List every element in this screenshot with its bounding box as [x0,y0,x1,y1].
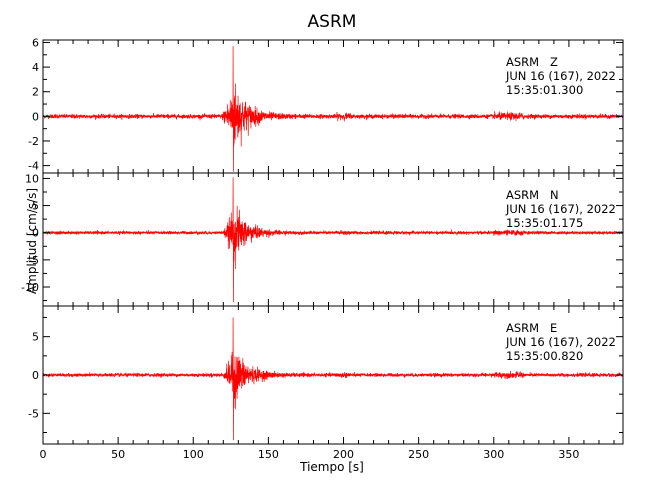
panel-2-date: JUN 16 (167), 2022 [505,202,616,216]
chart-title: ASRM [308,12,357,32]
y-tick-label: 0 [32,110,39,123]
x-tick-label: 250 [408,448,429,461]
trace-2 [43,177,623,303]
y-tick-label: 2 [32,86,39,99]
y-axis-label: Amplitud [cm/s/s] [25,188,39,294]
x-axis: 0 50 100 150 200 250 300 350 [40,448,580,461]
y-tick-label: 5 [32,200,39,213]
x-tick-label: 0 [40,448,47,461]
x-tick-label: 100 [183,448,204,461]
panel-3-time: 15:35:00.820 [506,349,583,363]
x-tick-label: 300 [483,448,504,461]
y-tick-label: -5 [28,407,39,420]
y-tick-label: -5 [28,254,39,267]
y-tick-label: 0 [32,227,39,240]
x-tick-label: 150 [258,448,279,461]
y-tick-label: 10 [25,172,39,185]
panel-2-time: 15:35:01.175 [506,216,583,230]
y-tick-label: 4 [32,61,39,74]
y-tick-label: 0 [32,369,39,382]
panel-2-component: ASRM N [506,188,559,202]
panel-1-time: 15:35:01.300 [506,83,583,97]
x-tick-label: 200 [333,448,354,461]
trace-1 [43,46,623,172]
y-tick-label: 6 [32,36,39,49]
x-tick-label: 350 [558,448,579,461]
y-tick-label: -10 [21,281,39,294]
trace-3 [43,317,623,441]
panel-3-component: ASRM E [506,321,557,335]
y-tick-label: -4 [28,160,39,173]
panel-1-date: JUN 16 (167), 2022 [505,69,616,83]
x-tick-label: 50 [111,448,125,461]
x-axis-label: Tiempo [s] [299,460,364,474]
y-tick-label: 5 [32,331,39,344]
panel-3-date: JUN 16 (167), 2022 [505,335,616,349]
panel-1-component: ASRM Z [506,55,558,69]
y-tick-label: -2 [28,135,39,148]
